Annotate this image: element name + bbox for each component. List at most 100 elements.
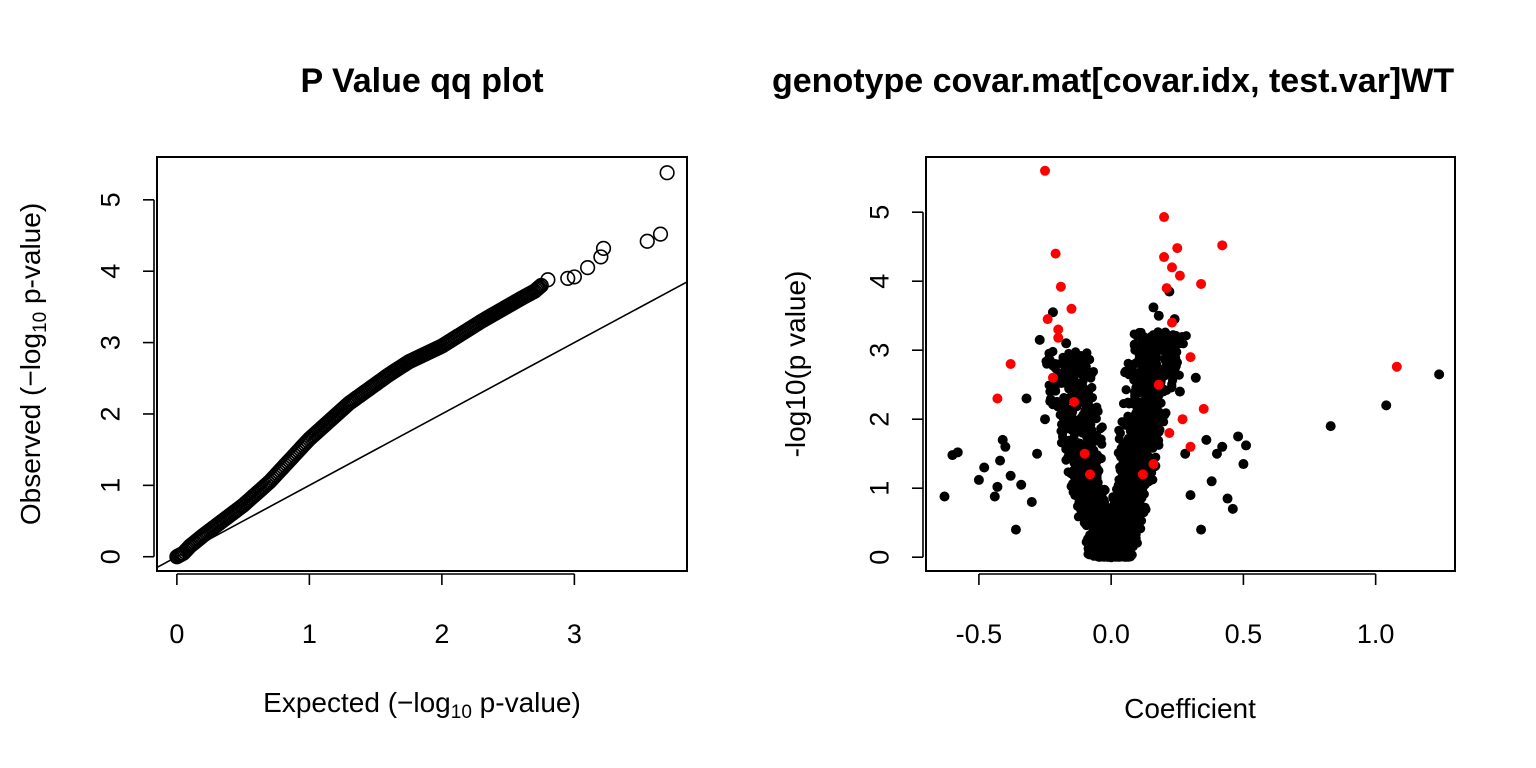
volcano-point-black (995, 455, 1006, 466)
volcano-cloud-point (1084, 490, 1095, 500)
volcano-cloud-point (1153, 414, 1163, 424)
qq-reference-line (156, 281, 688, 569)
qq-point (639, 233, 655, 249)
volcano-cloud-point (1172, 357, 1182, 367)
volcano-points (939, 165, 1445, 563)
volcano-point-red (1079, 448, 1090, 459)
volcano-point-black (1084, 531, 1095, 542)
volcano-cloud-point (1073, 368, 1083, 378)
qq-point (560, 270, 576, 286)
volcano-point-black (1040, 414, 1051, 425)
qq-y-tick-label: 3 (95, 335, 125, 350)
volcano-point-black (1032, 448, 1043, 459)
volcano-point-black (1434, 369, 1445, 380)
volcano-point-red (1166, 317, 1177, 328)
qq-x-tick-label: 2 (434, 619, 449, 649)
volcano-y-tick-label: 3 (864, 343, 894, 358)
volcano-cloud-point (1150, 335, 1160, 345)
volcano-point-black (1005, 470, 1016, 481)
volcano-point-red (1153, 379, 1164, 390)
volcano-cloud-point (1142, 341, 1152, 351)
volcano-point-black (1047, 307, 1058, 318)
volcano-plot-panel: genotype covar.mat[covar.idx, test.var]W… (772, 62, 1456, 724)
volcano-point-black (1074, 497, 1085, 507)
volcano-cloud-point (1069, 430, 1079, 440)
volcano-point-red (1217, 240, 1228, 251)
volcano-x-tick-label: 1.0 (1357, 619, 1395, 649)
qq-point (530, 280, 547, 296)
volcano-point-red (1185, 352, 1196, 363)
qq-plot-frame (156, 156, 688, 572)
volcano-point-black (973, 474, 984, 485)
volcano-cloud-point (1077, 478, 1087, 488)
volcano-cloud-point (1126, 417, 1137, 427)
volcano-cloud-point (1097, 422, 1107, 432)
volcano-point-black (1325, 421, 1336, 432)
volcano-cloud-point (1045, 355, 1055, 365)
volcano-point-red (1005, 359, 1016, 369)
volcano-point-black (1238, 459, 1249, 470)
volcano-point-red (1066, 303, 1077, 314)
volcano-y-tick-label: 5 (864, 205, 894, 220)
volcano-cloud-point (1133, 405, 1143, 415)
volcano-point-black (1381, 400, 1392, 411)
volcano-cloud-point (1088, 436, 1098, 446)
volcano-cloud-point (1114, 448, 1124, 459)
qq-y-axis-label: Observed (−log10 p-value) (15, 203, 51, 525)
volcano-point-black (1148, 302, 1159, 313)
volcano-cloud-point (1127, 439, 1137, 449)
volcano-point-black (1211, 448, 1222, 459)
volcano-cloud-point (1133, 387, 1143, 397)
volcano-cloud-point (1057, 431, 1068, 442)
volcano-point-black (1241, 440, 1252, 451)
volcano-cloud-point (1087, 368, 1097, 378)
volcano-point-red (1159, 252, 1170, 263)
volcano-x-tick-label: 0.5 (1225, 619, 1263, 649)
volcano-cloud-point (1111, 533, 1121, 543)
volcano-cloud-point (1063, 415, 1073, 425)
volcano-cloud-point (1076, 391, 1086, 401)
qq-x-axis-label: Expected (−log10 p-value) (263, 687, 581, 723)
volcano-point-red (1172, 243, 1183, 254)
volcano-point-black (1143, 379, 1154, 390)
volcano-point-red (1177, 414, 1188, 425)
qq-x-tick-label: 1 (302, 619, 317, 649)
volcano-cloud-point (1160, 410, 1170, 420)
volcano-point-black (1233, 431, 1244, 442)
volcano-cloud-point (1126, 550, 1136, 560)
volcano-point-red (1185, 441, 1196, 452)
volcano-point-black (939, 491, 950, 502)
volcano-x-axis-label: Coefficient (1124, 693, 1256, 724)
volcano-point-black (1137, 428, 1148, 438)
volcano-cloud-point (1085, 507, 1096, 517)
volcano-cloud-point (1146, 468, 1157, 478)
volcano-point-black (1116, 543, 1127, 554)
volcano-point-black (1053, 400, 1064, 411)
qq-point (652, 226, 669, 242)
qq-y-axis: 0 1 2 3 4 5 (95, 192, 155, 564)
volcano-plot-frame (925, 156, 1456, 572)
qq-plot-panel: P Value qq plot 0 1 2 3 0 1 2 3 4 5 Expected (−l… (15, 62, 688, 723)
volcano-point-red (1042, 314, 1053, 325)
volcano-cloud-point (1111, 491, 1121, 502)
qq-y-tick-label: 1 (95, 478, 125, 493)
volcano-point-red (1050, 248, 1061, 259)
volcano-point-black (952, 447, 963, 458)
volcano-point-black (1132, 476, 1143, 487)
volcano-cloud-point (1077, 425, 1087, 435)
volcano-cloud-point (1113, 504, 1123, 514)
volcano-point-red (1084, 469, 1095, 480)
volcano-cloud-point (1124, 496, 1134, 506)
volcano-x-tick-label: 0.0 (1092, 619, 1130, 649)
volcano-cloud-point (1078, 410, 1088, 420)
volcano-point-red (1137, 469, 1148, 480)
volcano-point-black (1026, 497, 1037, 507)
volcano-point-red (1198, 403, 1209, 414)
qq-point (580, 260, 596, 276)
volcano-cloud-point (1125, 458, 1135, 468)
volcano-point-red (992, 393, 1003, 404)
volcano-cloud-point (1090, 460, 1101, 470)
volcano-cloud-point (1105, 522, 1115, 532)
volcano-cloud-point (1143, 476, 1153, 486)
volcano-cloud-point (1167, 381, 1177, 392)
